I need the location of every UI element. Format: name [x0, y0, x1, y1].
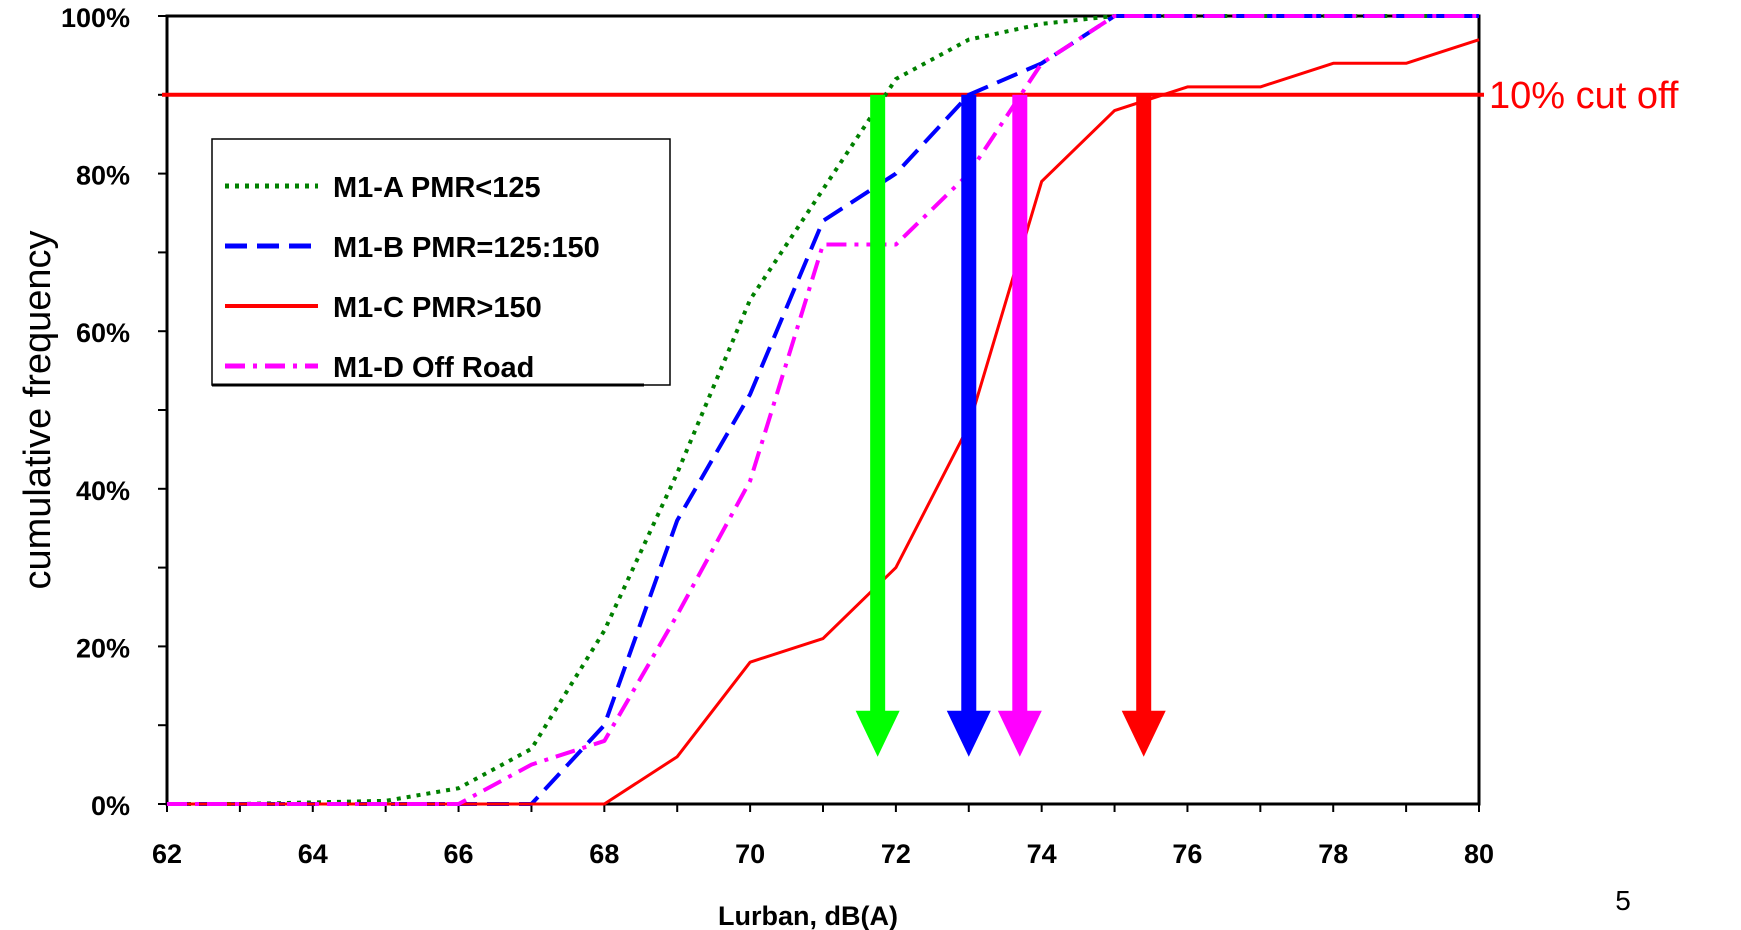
y-tick-label: 80% [76, 161, 130, 191]
x-tick-label: 72 [881, 839, 911, 869]
arrow-shaft-4 [1136, 94, 1152, 712]
x-tick-label: 80 [1464, 839, 1494, 869]
x-tick-label: 74 [1027, 839, 1057, 869]
arrow-shaft-2 [961, 94, 977, 712]
x-tick-label: 70 [735, 839, 765, 869]
y-tick-label: 20% [76, 633, 130, 663]
series-line-4 [167, 14, 1479, 806]
cutoff-label: 10% cut off [1489, 75, 1679, 117]
arrow-head-1 [855, 710, 900, 757]
legend-label-3: M1-C PMR>150 [333, 292, 542, 324]
arrow-head-4 [1121, 710, 1166, 757]
y-tick-label: 0% [91, 791, 130, 821]
plot-frame [165, 14, 1481, 806]
x-tick-label: 68 [589, 839, 619, 869]
series-line-2 [167, 14, 1479, 806]
legend-box [211, 138, 671, 386]
page-number: 5 [1615, 885, 1631, 916]
y-axis-title: cumulative frequency [17, 230, 59, 589]
arrow-head-2 [946, 710, 991, 757]
legend-label-1: M1-A PMR<125 [333, 172, 541, 204]
x-tick-label: 78 [1318, 839, 1348, 869]
x-axis-title: Lurban, dB(A) [718, 901, 898, 930]
arrow-shaft-1 [870, 94, 886, 712]
series-line-1 [167, 14, 1479, 806]
x-tick-label: 76 [1172, 839, 1202, 869]
y-tick-label: 100% [61, 3, 130, 33]
legend-label-2: M1-B PMR=125:150 [333, 232, 600, 264]
x-tick-label: 62 [152, 839, 182, 869]
y-tick-label: 60% [76, 318, 130, 348]
x-tick-label: 66 [444, 839, 474, 869]
arrow-head-3 [997, 710, 1042, 757]
y-tick-label: 40% [76, 476, 130, 506]
x-tick-label: 64 [298, 839, 328, 869]
legend-label-4: M1-D Off Road [333, 352, 534, 384]
arrow-shaft-3 [1012, 94, 1028, 712]
